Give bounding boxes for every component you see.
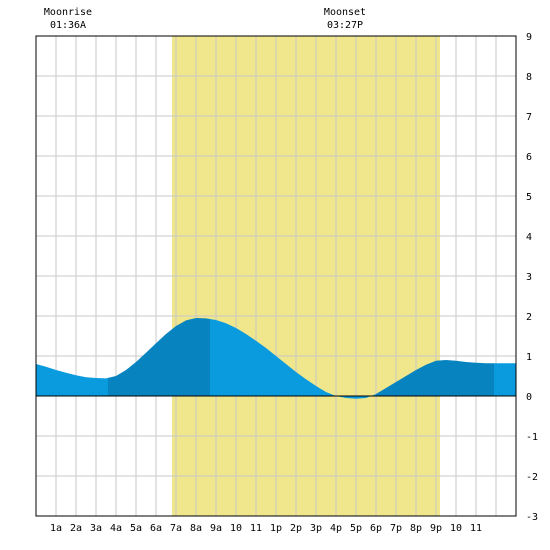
plot-frame (35, 35, 517, 517)
x-tick-label: 11 (470, 523, 482, 534)
x-tick-labels: 1a 2a 3a 4a 5a 6a 7a 8a 9a 10 11 1p 2p 3p 4p 5p 6p 7p 8p 9p… (50, 523, 482, 534)
x-tick-label: 7a (170, 523, 182, 534)
x-tick-label: 8p (410, 523, 422, 534)
y-tick-label: -1 (526, 432, 538, 443)
y-tick-label: 6 (526, 152, 532, 163)
y-tick-label: 9 (526, 32, 532, 43)
y-tick-label: -3 (526, 512, 538, 523)
tide-area-segment (210, 319, 376, 399)
moon-events: Moonrise 01:36A Moonset 03:27P (44, 7, 366, 31)
y-tick-label: -2 (526, 472, 538, 483)
x-tick-label: 1p (270, 523, 282, 534)
x-tick-label: 4p (330, 523, 342, 534)
x-tick-label: 5a (130, 523, 142, 534)
grid-layer (36, 36, 516, 516)
y-tick-label: 0 (526, 392, 532, 403)
tide-layer (36, 318, 516, 399)
y-tick-label: 1 (526, 352, 532, 363)
tide-area-segment (494, 363, 516, 396)
x-tick-label: 10 (450, 523, 462, 534)
x-tick-label: 2p (290, 523, 302, 534)
x-tick-label: 2a (70, 523, 82, 534)
y-tick-label: 8 (526, 72, 532, 83)
tide-area-segment (376, 360, 494, 396)
x-tick-label: 7p (390, 523, 402, 534)
x-tick-label: 3p (310, 523, 322, 534)
y-tick-label: 3 (526, 272, 532, 283)
y-tick-label: 5 (526, 192, 532, 203)
x-tick-label: 4a (110, 523, 122, 534)
y-tick-label: 7 (526, 112, 532, 123)
x-tick-label: 1a (50, 523, 62, 534)
moon-event-name: Moonset (324, 7, 366, 18)
moon-event-time: 01:36A (50, 20, 86, 31)
tide-area-segment (108, 318, 210, 396)
x-tick-label: 10 (230, 523, 242, 534)
x-tick-label: 3a (90, 523, 102, 534)
y-tick-label: 4 (526, 232, 532, 243)
x-tick-label: 9p (430, 523, 442, 534)
x-tick-label: 6a (150, 523, 162, 534)
moon-event-name: Moonrise (44, 7, 92, 18)
x-tick-label: 8a (190, 523, 202, 534)
x-tick-label: 11 (250, 523, 262, 534)
tide-area-segment (36, 364, 108, 396)
x-tick-label: 6p (370, 523, 382, 534)
y-tick-labels: -3 -2 -1 0 1 2 3 4 5 6 7 8 9 (526, 32, 538, 523)
moon-event-time: 03:27P (327, 20, 363, 31)
y-tick-label: 2 (526, 312, 532, 323)
x-tick-label: 5p (350, 523, 362, 534)
x-tick-label: 9a (210, 523, 222, 534)
